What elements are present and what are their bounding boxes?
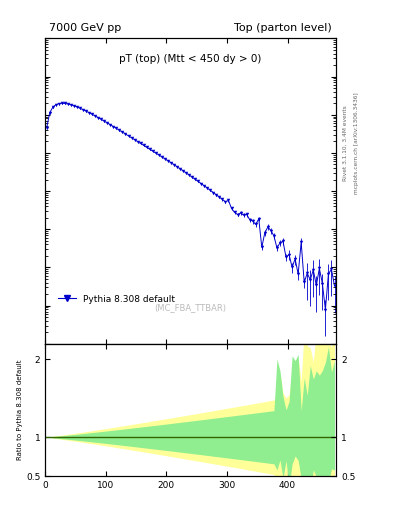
Text: Top (parton level): Top (parton level) [234,23,332,33]
Text: 7000 GeV pp: 7000 GeV pp [49,23,121,33]
Text: (MC_FBA_TTBAR): (MC_FBA_TTBAR) [154,303,227,312]
Legend: Pythia 8.308 default: Pythia 8.308 default [54,291,178,307]
Y-axis label: Ratio to Pythia 8.308 default: Ratio to Pythia 8.308 default [17,360,23,460]
Text: pT (top) (Mtt < 450 dy > 0): pT (top) (Mtt < 450 dy > 0) [119,54,262,63]
Text: mcplots.cern.ch [arXiv:1306.3436]: mcplots.cern.ch [arXiv:1306.3436] [354,93,359,194]
Text: Rivet 3.1.10, 3.4M events: Rivet 3.1.10, 3.4M events [343,105,348,181]
